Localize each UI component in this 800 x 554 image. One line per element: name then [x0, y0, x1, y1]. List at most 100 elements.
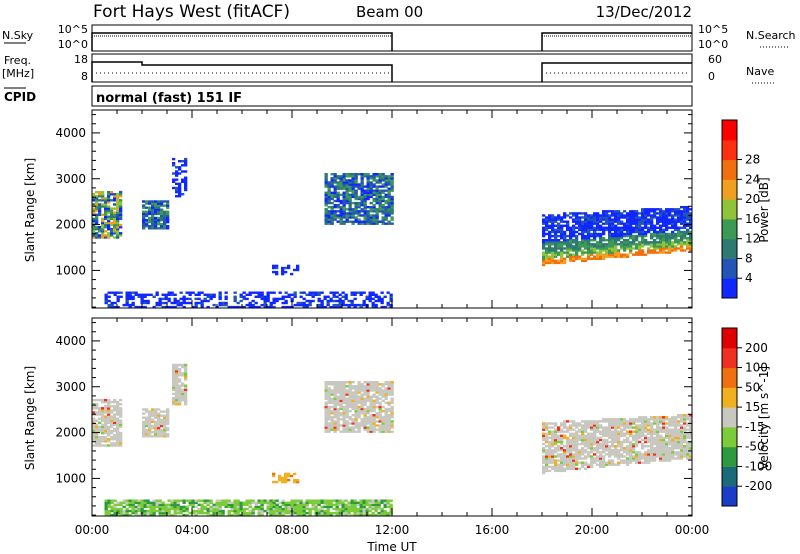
echo-cell — [203, 297, 207, 301]
echo-cell — [354, 412, 358, 415]
echo-cell — [341, 295, 345, 298]
echo-cell — [677, 430, 681, 433]
echo-cell — [336, 397, 340, 400]
echo-cell — [353, 507, 357, 511]
echo-cell — [101, 193, 105, 196]
colorbar-segment — [722, 159, 737, 180]
echo-cell — [656, 422, 660, 425]
echo-cell — [113, 230, 117, 233]
echo-cell — [215, 499, 219, 502]
echo-cell — [563, 261, 567, 265]
echo-cell — [181, 180, 185, 183]
echo-cell — [596, 449, 600, 452]
echo-cell — [191, 501, 195, 504]
echo-cell — [357, 201, 361, 205]
echo-cell — [377, 499, 381, 502]
echo-cell — [170, 291, 174, 294]
echo-cell — [299, 507, 303, 511]
echo-cell — [131, 511, 135, 515]
echo-cell — [154, 416, 158, 419]
echo-cell — [689, 226, 693, 229]
echo-cell — [683, 208, 687, 211]
echo-cell — [206, 295, 210, 298]
echo-cell — [372, 191, 376, 194]
echo-cell — [644, 434, 648, 437]
echo-cell — [157, 416, 161, 419]
echo-cell — [363, 416, 367, 419]
echo-cell — [384, 177, 388, 180]
echo-cell — [575, 436, 579, 440]
echo-cell — [172, 384, 176, 387]
echo-cell — [593, 212, 597, 215]
echo-cell — [608, 253, 612, 256]
echo-cell — [335, 291, 339, 294]
echo-cell — [653, 251, 657, 254]
echo-cell — [599, 455, 603, 458]
echo-cell — [348, 181, 352, 184]
echo-cell — [372, 189, 376, 192]
echo-cell — [656, 251, 660, 254]
echo-cell — [548, 247, 552, 250]
echo-cell — [378, 416, 382, 419]
echo-cell — [683, 438, 687, 442]
echo-cell — [381, 430, 385, 433]
echo-cell — [330, 222, 334, 225]
echo-cell — [557, 245, 561, 248]
echo-cell — [647, 449, 651, 452]
echo-cell — [647, 228, 651, 232]
echo-cell — [314, 499, 318, 502]
echo-cell — [680, 455, 684, 458]
echo-cell — [665, 451, 669, 454]
echo-cell — [348, 399, 352, 402]
echo-cell — [686, 210, 690, 213]
echo-cell — [381, 208, 385, 211]
echo-cell — [623, 459, 627, 462]
echo-cell — [662, 224, 666, 227]
echo-cell — [674, 453, 678, 456]
echo-cell — [626, 422, 630, 425]
echo-cell — [590, 245, 594, 248]
echo-cell — [119, 513, 123, 517]
echo-cell — [632, 442, 636, 446]
echo-cell — [623, 210, 627, 213]
echo-cell — [542, 253, 546, 256]
echo-cell — [101, 425, 105, 429]
echo-cell — [599, 220, 603, 223]
echo-cell — [677, 228, 681, 232]
echo-cell — [296, 511, 300, 515]
echo-cell — [191, 509, 195, 513]
echo-cell — [620, 455, 624, 458]
echo-cell — [348, 430, 352, 433]
echo-cell — [644, 241, 648, 244]
echo-cell — [572, 447, 576, 450]
echo-cell — [617, 255, 621, 258]
echo-cell — [387, 183, 391, 186]
echo-cell — [145, 218, 149, 222]
echo-cell — [344, 303, 348, 307]
echo-cell — [617, 430, 621, 433]
echo-cell — [578, 438, 582, 442]
colorbar-segment — [722, 486, 737, 507]
echo-cell — [686, 422, 690, 425]
echo-cell — [163, 200, 167, 203]
echo-cell — [347, 505, 351, 509]
echo-cell — [671, 420, 675, 423]
echo-cell — [629, 453, 633, 456]
echo-cell — [113, 415, 117, 418]
echo-cell — [596, 216, 600, 219]
echo-cell — [160, 410, 164, 413]
echo-cell — [626, 220, 630, 223]
echo-cell — [98, 442, 102, 445]
echo-cell — [327, 395, 331, 398]
echo-cell — [360, 193, 364, 196]
echo-cell — [596, 224, 600, 227]
echo-cell — [324, 175, 328, 178]
echo-cell — [101, 205, 105, 208]
echo-cell — [581, 249, 585, 252]
echo-cell — [164, 507, 168, 511]
echo-cell — [239, 505, 243, 509]
echo-cell — [350, 513, 354, 517]
echo-cell — [110, 505, 114, 509]
echo-cell — [581, 237, 585, 240]
echo-cell — [290, 505, 294, 509]
